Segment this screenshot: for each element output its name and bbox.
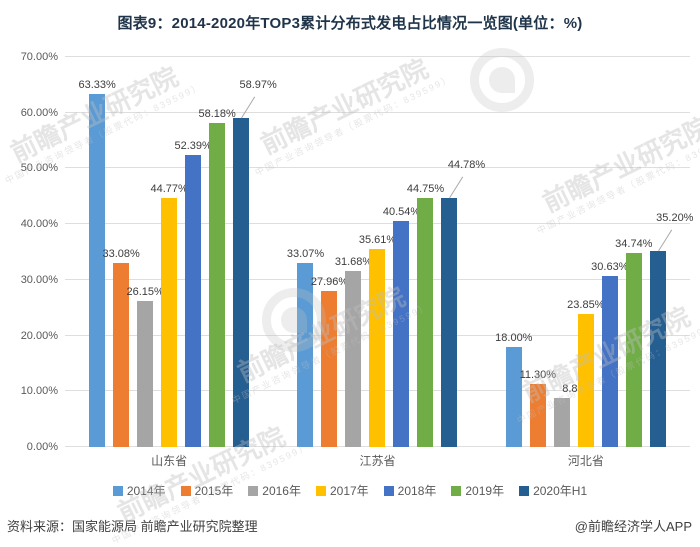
- bar-group-河北省: 18.00% 11.30%8.80% 23.85% 30.63% 34.74% 35.20…: [482, 57, 693, 447]
- x-axis: 山东省 江苏省 河北省: [65, 452, 690, 469]
- y-tick-label: 70.00%: [20, 51, 58, 63]
- bar-value-label: 31.68%: [334, 255, 373, 268]
- plot-area: 63.33% 33.08% 26.15% 44.77% 52.39% 58.18% 58.9…: [65, 56, 693, 447]
- y-tick-label: 50.00%: [20, 162, 58, 175]
- callout-leader-line: [241, 96, 256, 119]
- legend-swatch-icon: [519, 485, 530, 496]
- bar-value-label: 44.75%: [406, 182, 445, 195]
- legend-item-2014年: 2014年: [112, 482, 166, 499]
- bar-value-label: 30.63%: [591, 261, 629, 274]
- bar-group-江苏省: 33.07% 27.96% 31.68% 35.61% 40.54% 44.75% 44.7…: [273, 57, 485, 447]
- page-title: 图表9：2014-2020年TOP3累计分布式发电占比情况一览图(单位：%): [117, 15, 583, 32]
- bar-山东省-2019年: 58.18%: [199, 108, 236, 447]
- legend-swatch-icon: [180, 485, 191, 496]
- bar-河北省-2014年: 18.00%: [495, 332, 532, 447]
- gridline: [65, 167, 690, 169]
- bar-value-label: 33.08%: [102, 247, 140, 260]
- gridline: [65, 223, 690, 225]
- bar-value-label: 58.18%: [198, 107, 236, 120]
- y-tick-label: 0.00%: [26, 441, 58, 453]
- bar-河北省-2020年H1: 35.20%: [649, 212, 693, 447]
- bar-河北省-2015年: 11.30%: [520, 369, 556, 447]
- y-tick-label: 10.00%: [20, 385, 58, 398]
- legend-label: 2019年: [465, 484, 505, 498]
- legend-item-2020年H1: 2020年H1: [519, 482, 587, 499]
- bar-江苏省-2018年: 40.54%: [383, 206, 420, 447]
- legend-label: 2016年: [262, 484, 301, 498]
- y-tick-label: 30.00%: [20, 273, 58, 286]
- credit-note: @前瞻经济学人APP: [574, 519, 692, 534]
- bar-山东省-2014年: 63.33%: [79, 79, 116, 447]
- bar-value-label: 23.85%: [567, 299, 605, 312]
- bar-河北省-2016年: 8.80%: [553, 383, 593, 447]
- legend: 2014年 2015年 2016年 2017年 2018年 2019年 2020年H1: [0, 482, 700, 499]
- bar-山东省-2020年H1: 58.97%: [233, 79, 277, 447]
- gridline: [65, 111, 690, 113]
- legend-label: 2014年: [126, 484, 166, 498]
- bar-group-山东省: 63.33% 33.08% 26.15% 44.77% 52.39% 58.18% 58.9…: [65, 57, 277, 447]
- bar-value-label: 35.61%: [358, 233, 397, 246]
- source-note: 资料来源：国家能源局 前瞻产业研究院整理: [7, 519, 258, 534]
- legend-label: 2018年: [397, 484, 437, 498]
- legend-swatch-icon: [383, 485, 394, 496]
- bar-河北省-2017年: 23.85%: [567, 299, 604, 447]
- legend-label: 2017年: [329, 484, 369, 498]
- bar-value-label: 44.78%: [447, 158, 486, 171]
- legend-swatch-icon: [451, 485, 462, 496]
- bar-江苏省-2014年: 33.07%: [287, 248, 324, 447]
- bar-江苏省-2020年H1: 44.78%: [441, 159, 485, 447]
- legend-swatch-icon: [315, 485, 326, 496]
- bar-value-label: 40.54%: [382, 206, 421, 219]
- bar-河北省-2018年: 30.63%: [591, 261, 628, 447]
- bar-value-label: 26.15%: [126, 286, 164, 299]
- bar-江苏省-2016年: 31.68%: [335, 256, 372, 447]
- legend-item-2016年: 2016年: [248, 482, 301, 499]
- bar-山东省-2015年: 33.08%: [103, 248, 140, 447]
- bar-value-label: 11.30%: [519, 369, 557, 382]
- legend-label: 2020年H1: [533, 484, 588, 498]
- x-category-label: 江苏省: [359, 454, 396, 468]
- legend-swatch-icon: [248, 485, 259, 496]
- y-tick-label: 20.00%: [20, 329, 58, 342]
- callout-leader-line: [657, 229, 672, 252]
- x-category-label: 河北省: [567, 454, 604, 468]
- legend-item-2017年: 2017年: [315, 482, 369, 499]
- bar-value-label: 52.39%: [174, 140, 212, 153]
- legend-item-2018年: 2018年: [383, 482, 437, 499]
- bar-江苏省-2017年: 35.61%: [359, 234, 396, 447]
- x-category-label: 山东省: [151, 454, 188, 468]
- y-tick-label: 40.00%: [20, 218, 58, 231]
- bar-value-label: 63.33%: [78, 79, 116, 92]
- y-tick-label: 60.00%: [20, 106, 58, 119]
- bar-山东省-2018年: 52.39%: [175, 140, 212, 447]
- bar-value-label: 33.07%: [286, 247, 325, 260]
- bar-江苏省-2015年: 27.96%: [311, 276, 348, 447]
- bar-value-label: 18.00%: [495, 331, 533, 344]
- bar-value-label: 58.97%: [239, 79, 277, 92]
- bar-value-label: 35.20%: [656, 211, 694, 224]
- legend-item-2019年: 2019年: [451, 482, 504, 499]
- bar-山东省-2016年: 26.15%: [127, 286, 164, 447]
- legend-label: 2015年: [194, 484, 234, 498]
- bar-山东省-2017年: 44.77%: [151, 183, 188, 447]
- bar-groups: 63.33% 33.08% 26.15% 44.77% 52.39% 58.18% 58.9…: [65, 57, 693, 447]
- gridline: [65, 56, 690, 57]
- legend-swatch-icon: [112, 485, 123, 496]
- bar-value-label: 44.77%: [150, 182, 188, 195]
- bar-江苏省-2019年: 44.75%: [407, 183, 444, 447]
- legend-item-2015年: 2015年: [180, 482, 234, 499]
- bar-value-label: 27.96%: [310, 276, 349, 289]
- callout-leader-line: [449, 176, 464, 198]
- bar-河北省-2019年: 34.74%: [615, 238, 652, 447]
- bar-value-label: 34.74%: [615, 238, 653, 251]
